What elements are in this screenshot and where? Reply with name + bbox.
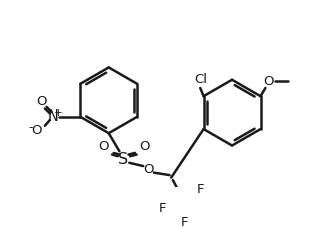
Text: S: S <box>119 152 129 167</box>
Text: N: N <box>48 109 58 124</box>
Text: O: O <box>140 140 150 153</box>
Text: O: O <box>99 140 109 153</box>
Text: -: - <box>28 121 32 134</box>
Text: O: O <box>143 163 153 176</box>
Text: Cl: Cl <box>194 73 207 86</box>
Text: F: F <box>159 202 167 215</box>
Text: +: + <box>54 108 62 118</box>
Text: O: O <box>36 95 47 109</box>
Text: F: F <box>197 183 204 196</box>
Text: O: O <box>264 75 274 88</box>
Text: O: O <box>31 124 42 137</box>
Text: F: F <box>181 216 188 227</box>
